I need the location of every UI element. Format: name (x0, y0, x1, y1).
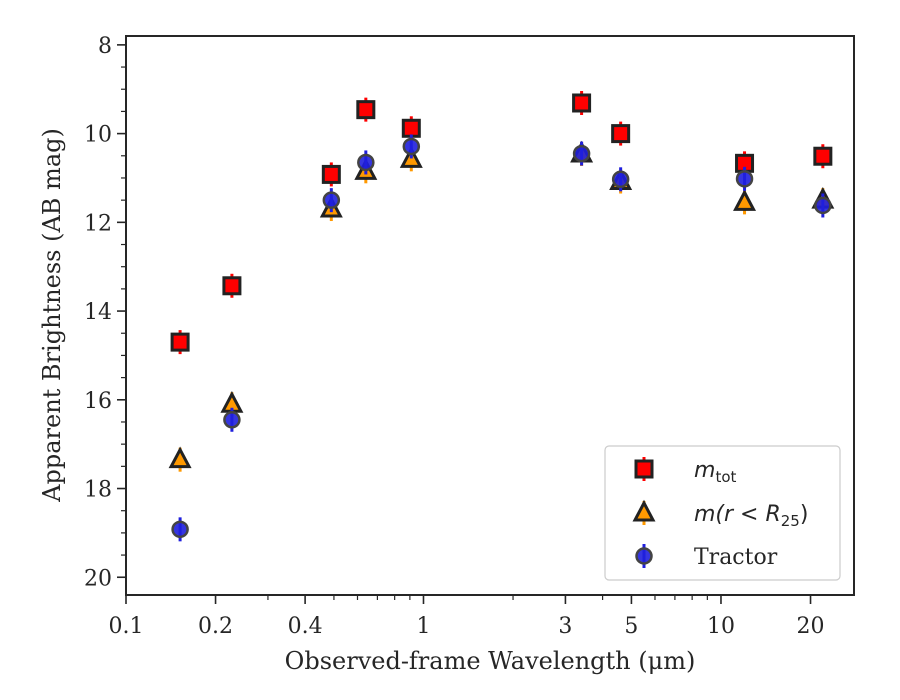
point-s1-6 (572, 90, 592, 115)
point-s3-9-circle (814, 196, 832, 215)
point-s2-1-triangle (168, 446, 192, 469)
point-s3-5 (402, 134, 421, 159)
point-s1-7-square (611, 124, 631, 144)
x-tick-label: 0.1 (109, 614, 144, 639)
point-s3-6-circle (572, 144, 591, 163)
point-s3-4 (357, 150, 375, 175)
y-tick-label: 18 (84, 478, 112, 503)
point-s1-1 (170, 330, 190, 355)
marks-layer (168, 90, 835, 542)
point-s1-6-square (572, 93, 592, 113)
point-s2-1 (168, 446, 192, 472)
x-tick-label: 0.4 (288, 614, 323, 639)
point-s1-3-square (321, 164, 341, 184)
y-tick-label: 14 (84, 300, 112, 325)
point-s3-2 (223, 407, 241, 432)
point-s3-9 (814, 193, 832, 218)
point-s1-3 (321, 162, 341, 187)
point-s3-6 (572, 141, 591, 166)
legend-marker-2 (632, 499, 656, 525)
x-tick-label: 20 (797, 614, 825, 639)
point-s1-9 (813, 144, 833, 169)
series-2 (168, 140, 835, 472)
x-tick-label: 3 (558, 614, 572, 639)
legend-entry-1: mtot (634, 457, 736, 486)
ticks-layer: 0.1 0.2 0.4 1 3 5 10 20 8 10 12 14 16 18 20 (84, 34, 825, 639)
legend-entry-3: Tractor (635, 544, 778, 570)
point-s1-4-square (356, 100, 376, 120)
point-s3-4-circle (357, 153, 375, 172)
legend-marker-3-circle (635, 547, 653, 565)
x-tick-label: 1 (416, 614, 430, 639)
y-tick-label: 10 (84, 123, 112, 148)
legend-entry-2: m(r < R25) (632, 499, 808, 530)
point-s1-2 (222, 273, 242, 298)
y-tick-label: 20 (84, 566, 112, 591)
point-s1-7 (611, 121, 631, 146)
x-axis-label: Observed-frame Wavelength (μm) (285, 647, 696, 675)
legend-label-3: Tractor (694, 545, 778, 570)
y-tick-label: 8 (98, 34, 112, 59)
point-s3-3-circle (322, 191, 341, 209)
point-s3-2-circle (223, 411, 241, 429)
legend-marker-3 (635, 544, 653, 568)
point-s3-7 (611, 167, 630, 192)
plot-frame (125, 35, 855, 596)
point-s3-8-circle (735, 170, 754, 188)
legend-marker-1 (634, 457, 654, 481)
point-s1-2-square (222, 276, 242, 296)
legend-marker-1-square (634, 459, 654, 479)
point-s1-1-square (170, 332, 190, 352)
point-s2-8-triangle (733, 189, 757, 211)
point-s3-5-circle (402, 137, 421, 156)
point-s1-5-square (401, 118, 421, 138)
legend: mtot m(r < R25) Tractor (604, 445, 841, 581)
legend-marker-2-triangle (632, 499, 656, 522)
series-1 (170, 90, 833, 355)
y-tick-label: 16 (84, 389, 112, 414)
point-s3-7-circle (611, 170, 630, 189)
point-s3-1-circle (171, 520, 189, 539)
legend-label-1: mtot (694, 458, 736, 486)
legend-label-2: m(r < R25) (694, 502, 808, 530)
point-s3-1 (171, 517, 189, 542)
y-axis-label: Apparent Brightness (AB mag) (38, 128, 66, 503)
x-tick-label: 0.2 (198, 614, 233, 639)
legend-box (604, 445, 841, 581)
x-tick-label: 5 (624, 614, 638, 639)
point-s3-3 (322, 188, 341, 213)
point-s2-8 (733, 189, 757, 215)
x-tick-label: 10 (707, 614, 735, 639)
point-s1-9-square (813, 146, 833, 166)
point-s3-8 (735, 166, 754, 191)
series-3 (171, 134, 832, 542)
point-s1-4 (356, 97, 376, 122)
y-tick-label: 12 (84, 211, 112, 236)
